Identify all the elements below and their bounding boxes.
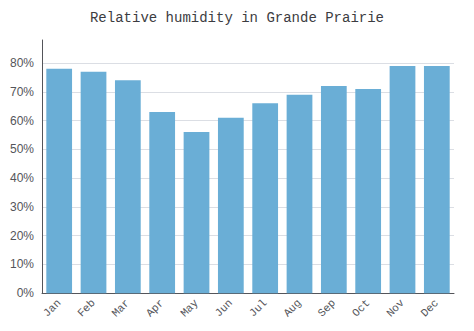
svg-text:10%: 10% <box>10 257 34 271</box>
svg-text:Jul: Jul <box>247 297 269 319</box>
svg-text:May: May <box>178 297 201 320</box>
svg-text:Nov: Nov <box>384 297 407 320</box>
svg-text:Jun: Jun <box>213 297 235 319</box>
svg-text:Mar: Mar <box>110 297 132 319</box>
svg-text:Jan: Jan <box>41 297 63 319</box>
svg-text:Feb: Feb <box>75 297 97 319</box>
svg-text:60%: 60% <box>10 114 34 128</box>
svg-text:Relative humidity in Grande Pr: Relative humidity in Grande Prairie <box>90 10 384 26</box>
svg-text:40%: 40% <box>10 171 34 185</box>
svg-text:0%: 0% <box>17 286 35 300</box>
svg-text:20%: 20% <box>10 229 34 243</box>
svg-text:Apr: Apr <box>144 297 166 319</box>
svg-text:Oct: Oct <box>350 297 372 319</box>
svg-text:Aug: Aug <box>281 297 303 319</box>
svg-text:30%: 30% <box>10 200 34 214</box>
svg-text:50%: 50% <box>10 142 34 156</box>
svg-text:70%: 70% <box>10 85 34 99</box>
svg-text:Sep: Sep <box>316 297 338 319</box>
svg-text:Dec: Dec <box>419 297 441 319</box>
svg-text:80%: 80% <box>10 56 34 70</box>
